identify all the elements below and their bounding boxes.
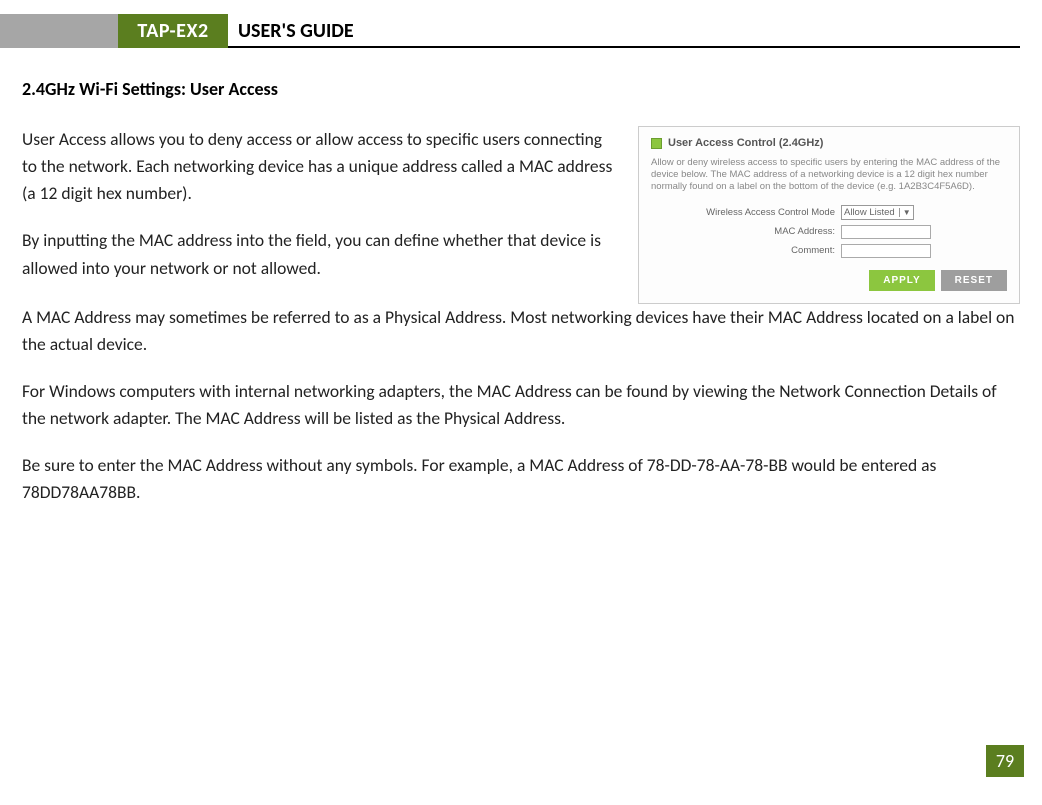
- text-column-left: User Access allows you to deny access or…: [22, 126, 620, 304]
- screenshot-title: User Access Control (2.4GHz): [668, 137, 823, 149]
- comment-label: Comment:: [651, 245, 841, 256]
- form-row-mac: MAC Address:: [651, 225, 1007, 239]
- paragraph-3: A MAC Address may sometimes be referred …: [22, 304, 1020, 358]
- mac-input[interactable]: [841, 225, 931, 239]
- screenshot-description: Allow or deny wireless access to specifi…: [651, 157, 1007, 193]
- form-row-comment: Comment:: [651, 244, 1007, 258]
- screenshot-buttons: APPLY RESET: [651, 270, 1007, 291]
- reset-button[interactable]: RESET: [941, 270, 1007, 291]
- page-content: 2.4GHz Wi-Fi Settings: User Access User …: [0, 48, 1042, 506]
- form-row-mode: Wireless Access Control Mode Allow Liste…: [651, 205, 1007, 220]
- header-gray-block: [0, 14, 118, 48]
- comment-input[interactable]: [841, 244, 931, 258]
- square-icon: [651, 138, 662, 149]
- apply-button[interactable]: APPLY: [869, 270, 934, 291]
- mode-label: Wireless Access Control Mode: [651, 207, 841, 218]
- paragraph-1: User Access allows you to deny access or…: [22, 126, 620, 207]
- section-heading: 2.4GHz Wi-Fi Settings: User Access: [22, 78, 1020, 100]
- paragraph-5: Be sure to enter the MAC Address without…: [22, 452, 1020, 506]
- mode-select-value: Allow Listed: [844, 207, 895, 218]
- mode-select[interactable]: Allow Listed ▼: [841, 205, 914, 220]
- guide-title: USER'S GUIDE: [238, 14, 354, 48]
- embedded-screenshot: User Access Control (2.4GHz) Allow or de…: [638, 126, 1020, 304]
- body-row-top: User Access allows you to deny access or…: [22, 126, 1020, 304]
- chevron-down-icon: ▼: [899, 208, 911, 217]
- paragraph-4: For Windows computers with internal netw…: [22, 378, 1020, 432]
- page-header: TAP-EX2 USER'S GUIDE: [0, 14, 1020, 48]
- product-badge: TAP-EX2: [118, 14, 228, 48]
- paragraph-2: By inputting the MAC address into the fi…: [22, 227, 620, 281]
- page-number-badge: 79: [986, 745, 1024, 777]
- mac-label: MAC Address:: [651, 226, 841, 237]
- screenshot-title-row: User Access Control (2.4GHz): [651, 137, 1007, 149]
